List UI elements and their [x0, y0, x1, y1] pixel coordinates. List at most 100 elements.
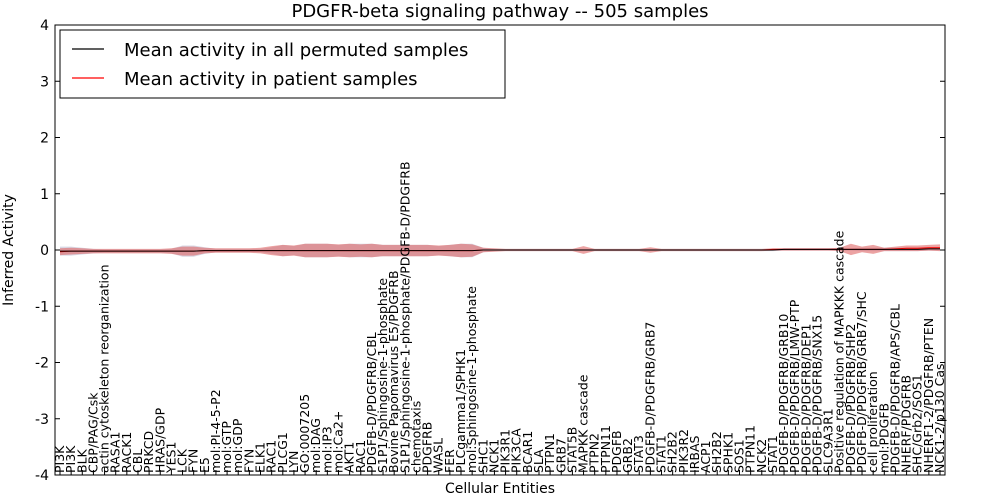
x-tick-label: IRBAS: [687, 436, 702, 473]
x-tick-label: SH2B2: [709, 431, 724, 473]
x-tick-label: GO:0007205: [297, 394, 312, 473]
x-tick-label: mol:PDGFB: [876, 403, 891, 473]
x-tick-label: WASL: [431, 438, 446, 473]
x-tick-label: PDGFB-D/PDGFRB/GRB7/SHC: [854, 291, 869, 473]
legend: Mean activity in all permuted samples Me…: [59, 29, 506, 99]
x-tick-label: PI3K: [63, 445, 78, 473]
x-tick-label: NCK1-2/p130 Cas: [932, 363, 947, 473]
y-axis: -4 -3 -2 -1 0 1 2 3 4: [35, 18, 945, 484]
x-tick-label: mol:GDP: [230, 418, 245, 473]
x-tick-label: PLCgamma1/SPHK1: [453, 349, 468, 473]
x-tick-label: RAC1: [353, 440, 368, 473]
x-tick-label: mol:Sphingosine-1-phosphate: [464, 286, 479, 473]
x-tick-label: SPHK1: [720, 432, 735, 473]
x-tick-label: PTPN11: [743, 425, 758, 473]
x-tick-label: mol:GTP: [219, 421, 234, 473]
y-tick-label: 0: [40, 243, 49, 259]
x-tick-label: RACK1: [119, 432, 134, 473]
x-tick-label: SLC9A3R1: [821, 408, 836, 473]
x-tick-label: STAT5B: [564, 427, 579, 473]
x-tick-label: PDGFB-D/PDGFRB/SNX15: [810, 315, 825, 473]
y-tick-label: -4: [35, 468, 49, 484]
x-tick-label: PTPN11: [598, 425, 613, 473]
y-tick-label: -1: [35, 299, 49, 315]
x-tick-label: PIK3CA: [509, 428, 524, 473]
x-tick-label: PDGFB-D/PDGFRB/GRB7: [642, 322, 657, 473]
x-tick-label: PTPN1: [542, 433, 557, 473]
x-tick-label: ACP1: [698, 440, 713, 473]
x-tick-label: PDGFB-D/PDGFRB/APS/CBL: [887, 304, 902, 473]
legend-label-permuted: Mean activity in all permuted samples: [124, 40, 468, 61]
y-tick-label: 4: [40, 18, 49, 34]
x-tick-label: BLK: [74, 448, 89, 473]
x-tick-label: PIK3R2: [676, 429, 691, 473]
series-line-permuted: [60, 248, 940, 252]
legend-box: [59, 29, 506, 99]
x-tick-label: PRKCD: [141, 431, 156, 473]
x-tick-label: mol:PI-4-5-P2: [208, 389, 223, 473]
x-tick-label: STAT3: [631, 435, 646, 473]
x-tick-label: SH2B2: [665, 431, 680, 473]
y-tick-label: 2: [40, 131, 49, 147]
x-tick-label: ELK1: [253, 442, 268, 473]
y-tick-label: -3: [35, 412, 49, 428]
x-tick-label: Positive regulation of MAPKKK cascade: [832, 230, 847, 473]
x-tick-label: mol:IP3: [319, 426, 334, 473]
y-tick-label: 3: [40, 74, 49, 90]
x-tick-label: SOS1: [732, 439, 747, 473]
x-tick-label: GRB2: [620, 438, 635, 473]
x-tick-label: SLA: [531, 449, 546, 473]
x-tick-label: Bovine Papomavirus E5/PDGFRB: [386, 270, 401, 473]
x-tick-label: E5: [197, 457, 212, 473]
x-tick-label: MAPKK cascade: [576, 374, 591, 473]
x-tick-label: S1P1/Sphingosine-1-phosphate: [375, 278, 390, 473]
x-tick-label: YES1: [163, 442, 178, 474]
x-tick-label: PDGFB-D/PDGFRB/SHP2: [843, 324, 858, 473]
x-tick-label: CBL: [130, 449, 145, 473]
x-tick-label: SHC/Grb2/SOS1: [910, 374, 925, 473]
x-tick-label: PDGFRB: [420, 422, 435, 473]
x-tick-label: cell proliferation: [865, 371, 880, 473]
x-tick-label: actin cytoskeleton reorganization: [97, 264, 112, 473]
x-tick-label: NCK1: [486, 439, 501, 473]
band-patient: [60, 243, 940, 258]
legend-label-patient: Mean activity in patient samples: [124, 69, 418, 90]
y-tick-label: -2: [35, 356, 49, 372]
x-tick-label: chemotaxis: [409, 401, 424, 473]
y-axis-label: Inferred Activity: [1, 194, 17, 306]
x-tick-label: FYN: [186, 449, 201, 473]
x-tick-label: mol:DAG: [308, 418, 323, 473]
x-tick-label: PDGFB-D/PDGFRB/LMW-PTP: [787, 299, 802, 473]
x-tick-label: AKT1: [342, 442, 357, 473]
x-tick-label: LYN: [286, 451, 301, 473]
x-tick-label: PIK3R1: [498, 429, 513, 473]
x-tick-label: PDGFB-D/PDGFRB/GRB10: [776, 314, 791, 473]
x-tick-label: mol:Ca2+: [331, 411, 346, 473]
x-tick-label: PDGFB-D/PDGFRB/CBL: [364, 332, 379, 473]
x-tick-label: PLCG1: [275, 432, 290, 473]
x-tick-label: STAT1: [765, 435, 780, 473]
x-axis-label: Cellular Entities: [445, 481, 555, 497]
x-tick-label: RASA1: [108, 432, 123, 473]
x-tick-label: BCAR1: [520, 431, 535, 473]
chart-title: PDGFR-beta signaling pathway -- 505 samp…: [291, 1, 708, 22]
x-tick-label: RAC1: [264, 440, 279, 473]
x-tick-label: PTPN2: [587, 433, 602, 473]
x-tick-label: PI3K: [52, 445, 67, 473]
x-tick-label: HRAS/GDP: [152, 407, 167, 473]
x-tick-label: NHERF1-2/PDGFRB/PTEN: [921, 318, 936, 473]
x-tick-label: GRB7: [553, 438, 568, 473]
x-tick-label: SHC1: [475, 439, 490, 473]
x-tick-label: FER: [442, 449, 457, 473]
y-tick-label: 1: [40, 187, 49, 203]
x-tick-label: CBP/PAG/Csk: [85, 392, 100, 473]
x-tick-label: PDGFB-D/PDGFRB/DEP1: [798, 324, 813, 474]
activity-bands: [60, 243, 940, 258]
x-tick-label: FYN: [241, 449, 256, 473]
x-tick-label: NCK2: [754, 439, 769, 473]
x-tick-label: NHERF/PDGFRB: [899, 375, 914, 473]
x-tick-label: LCK: [175, 448, 190, 473]
x-tick-label: PDGFB: [609, 430, 624, 473]
